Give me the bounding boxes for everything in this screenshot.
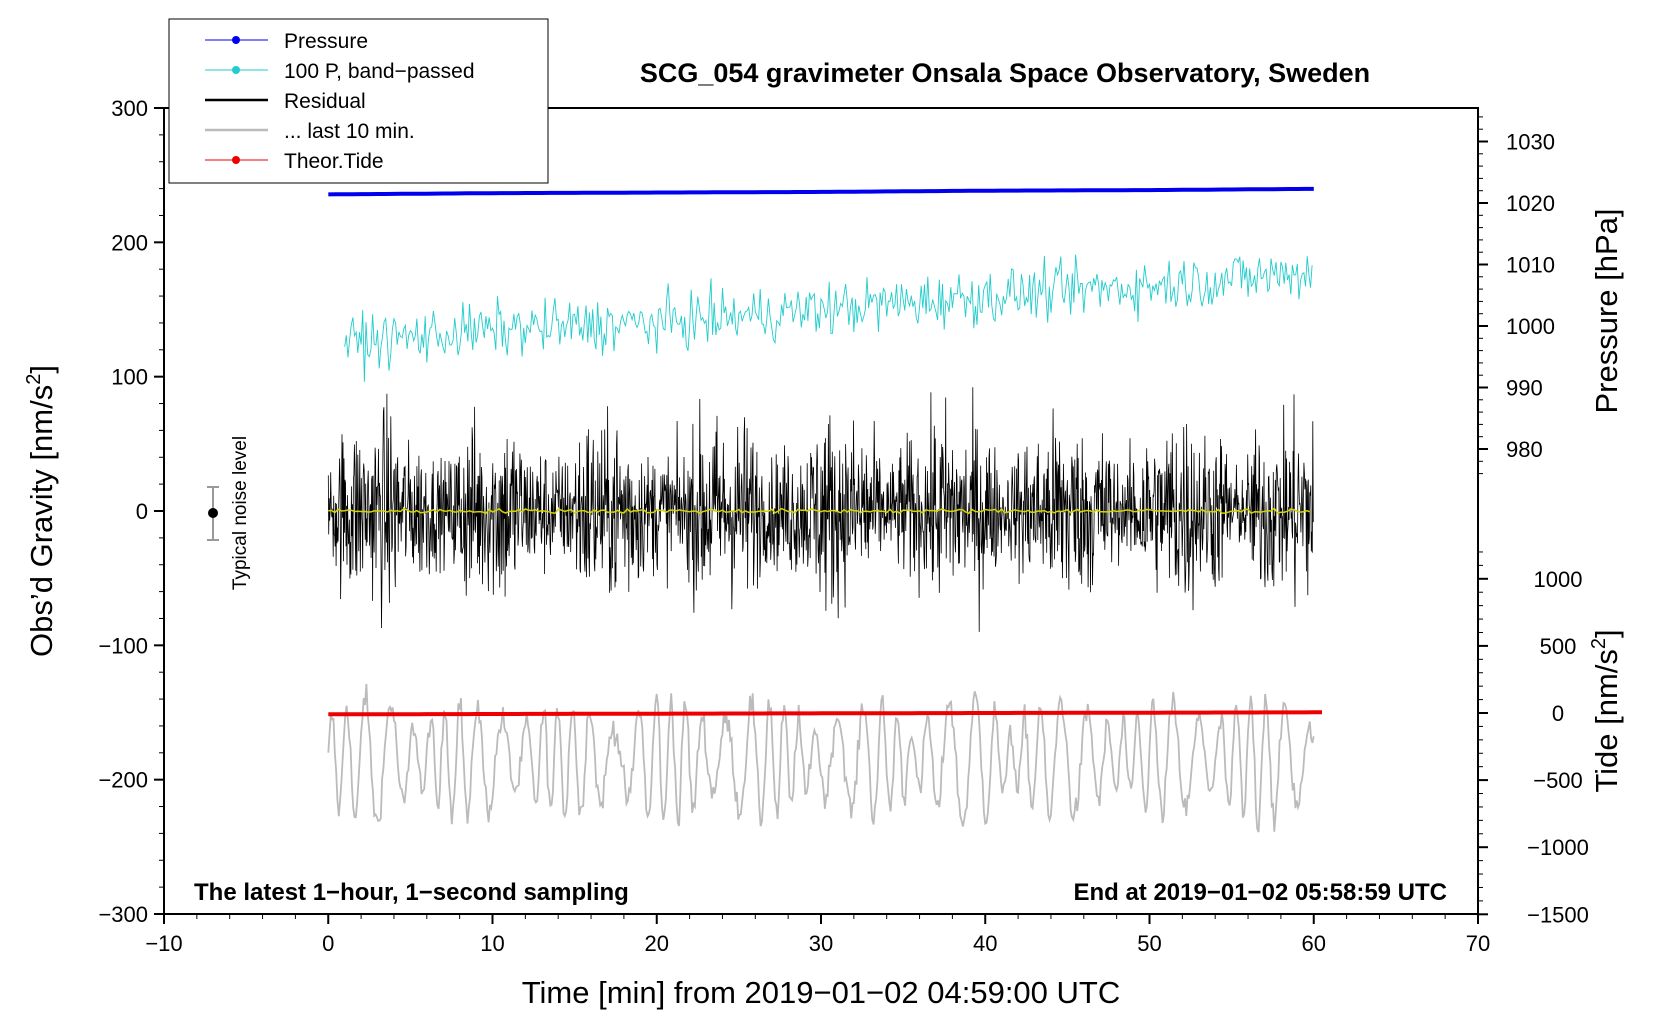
y-tick-label: 200: [111, 230, 148, 255]
x-tick-label: 70: [1466, 931, 1490, 956]
legend: Pressure 100 P, band−passed Residual ... la…: [168, 18, 549, 184]
noise-indicator: [207, 486, 219, 541]
pressure-tick-label: 980: [1506, 437, 1543, 462]
legend-label: Theor.Tide: [284, 150, 384, 173]
pressure-axis-title: Pressure [hPa]: [1589, 208, 1624, 413]
y-tick-label: 0: [136, 499, 148, 524]
tide-tick-label: 1000: [1534, 567, 1583, 592]
x-tick-label: 50: [1137, 931, 1161, 956]
tide-tick-label: −1500: [1527, 902, 1589, 927]
x-axis-title: Time [min] from 2019−01−02 04:59:00 UTC: [522, 975, 1121, 1010]
pressure-tick-label: 1010: [1506, 253, 1555, 278]
y-axis-title: Obs’d Gravity [nm/s2]: [23, 365, 59, 657]
tide-tick-label: −500: [1533, 768, 1583, 793]
x-tick-label: 60: [1302, 931, 1326, 956]
legend-marker: [232, 66, 240, 74]
ticks-layer: −10 0 10 20 30 40 50 60 703002001000−100−200−300…: [98, 96, 1588, 956]
tide-tick-label: −1000: [1527, 835, 1589, 860]
tide-axis-title-sup: 2: [1588, 638, 1610, 649]
legend-label: ... last 10 min.: [284, 120, 415, 143]
chart-title: SCG_054 gravimeter Onsala Space Observat…: [640, 58, 1370, 88]
y-tick-label: −200: [98, 768, 148, 793]
tide-axis-title: Tide [nm/s2]: [1588, 629, 1624, 792]
legend-label: Residual: [284, 90, 366, 113]
annotation-left: The latest 1−hour, 1−second sampling: [194, 879, 629, 906]
y-tick-label: −300: [98, 902, 148, 927]
pressure-tick-label: 1000: [1506, 314, 1555, 339]
x-tick-label: −10: [145, 931, 182, 956]
y-tick-label: 300: [111, 96, 148, 121]
tide-axis-title-end: ]: [1589, 629, 1624, 638]
pressure-tick-label: 1030: [1506, 130, 1555, 155]
pressure-tick-label: 990: [1506, 376, 1543, 401]
noise-label: Typical noise level: [230, 436, 251, 590]
series-band-passed: [344, 254, 1313, 382]
y-tick-label: −100: [98, 633, 148, 658]
legend-label: Pressure: [284, 30, 368, 53]
series-theor-tide: [328, 710, 1322, 717]
y-axis-title-main: Obs’d Gravity [nm/s: [24, 385, 59, 657]
legend-marker: [232, 36, 240, 44]
tide-tick-label: 500: [1540, 634, 1577, 659]
y-axis-title-sup: 2: [23, 374, 45, 385]
x-tick-label: 30: [809, 931, 833, 956]
series-pressure: [328, 186, 1314, 197]
series-last-10-min: [327, 683, 1315, 833]
x-tick-label: 10: [480, 931, 504, 956]
annotation-right: End at 2019−01−02 05:58:59 UTC: [1073, 879, 1447, 906]
pressure-tick-label: 1020: [1506, 191, 1555, 216]
legend-marker: [232, 156, 240, 164]
tide-axis-title-main: Tide [nm/s: [1589, 649, 1624, 793]
series-residual: [327, 387, 1314, 632]
y-tick-label: 100: [111, 365, 148, 390]
x-tick-label: 40: [973, 931, 997, 956]
legend-label: 100 P, band−passed: [284, 60, 475, 83]
series-layer: [327, 186, 1322, 833]
series-residual-mean: [328, 507, 1311, 515]
x-tick-label: 0: [322, 931, 334, 956]
y-axis-title-end: ]: [24, 365, 59, 374]
tide-tick-label: 0: [1552, 701, 1564, 726]
x-tick-label: 20: [645, 931, 669, 956]
